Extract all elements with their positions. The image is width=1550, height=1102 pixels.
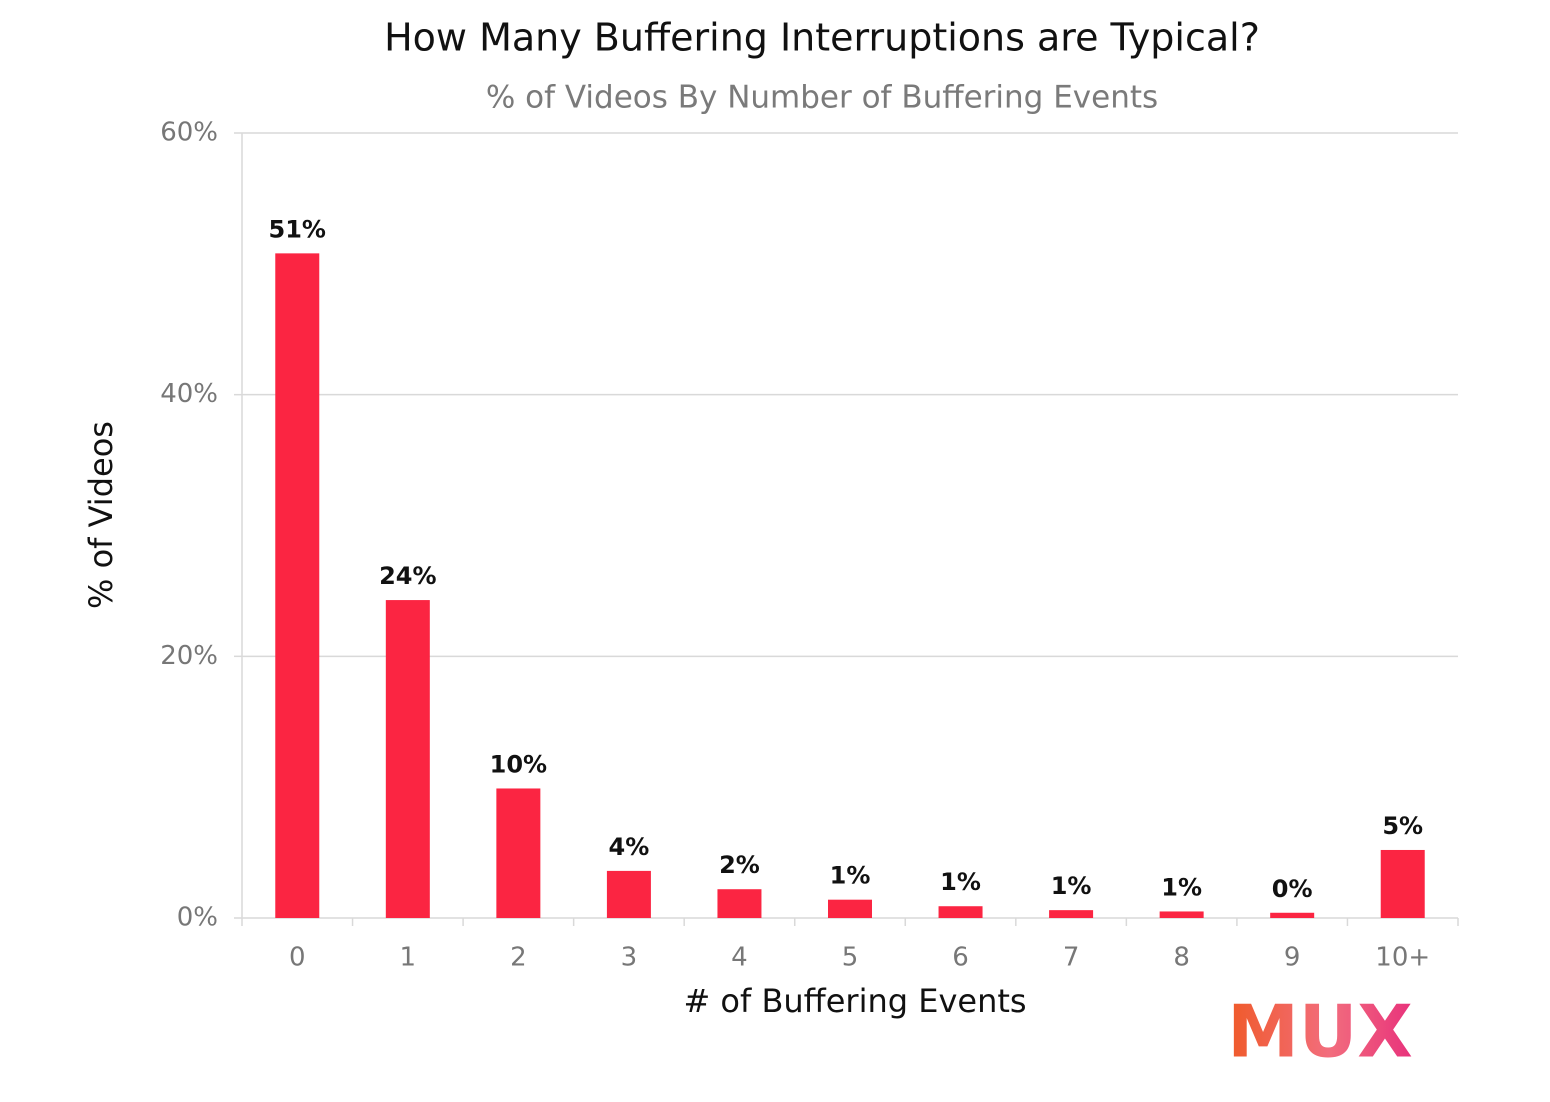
x-tick-label: 1 — [400, 943, 417, 973]
x-tick-label: 3 — [621, 943, 638, 973]
bar — [1159, 911, 1204, 918]
data-label: 2% — [719, 851, 760, 879]
x-tick-label: 5 — [842, 943, 859, 973]
bar — [938, 906, 983, 918]
x-tick-label: 4 — [731, 943, 748, 973]
x-tick-label: 0 — [289, 943, 306, 973]
data-label: 5% — [1382, 812, 1423, 840]
chart-subtitle: % of Videos By Number of Buffering Event… — [486, 80, 1158, 116]
x-tick-label: 2 — [510, 943, 527, 973]
chart-title: How Many Buffering Interruptions are Typ… — [384, 16, 1260, 60]
x-tick-label: 10+ — [1375, 943, 1430, 973]
y-tick-label: 60% — [160, 118, 218, 148]
x-tick-label: 6 — [952, 943, 969, 973]
bar — [717, 889, 762, 918]
x-axis-label: # of Buffering Events — [683, 982, 1026, 1020]
y-axis-label: % of Videos — [82, 421, 120, 609]
data-label: 51% — [269, 215, 326, 243]
bar — [828, 899, 872, 918]
data-label: 10% — [490, 750, 547, 778]
bar — [385, 600, 430, 918]
x-tick-label: 9 — [1284, 943, 1301, 973]
bar — [1380, 849, 1425, 918]
data-label: 4% — [609, 833, 650, 861]
x-tick-label: 8 — [1173, 943, 1190, 973]
data-label: 1% — [1161, 873, 1202, 901]
data-label: 1% — [1051, 872, 1092, 900]
bar — [275, 253, 320, 918]
y-tick-label: 20% — [160, 641, 218, 671]
data-label: 24% — [379, 562, 436, 590]
bar — [606, 870, 651, 918]
bar — [496, 788, 541, 918]
x-tick-label: 7 — [1063, 943, 1080, 973]
bar — [1270, 912, 1315, 918]
bar — [1049, 910, 1094, 918]
y-tick-label: 40% — [160, 379, 218, 409]
logo: MUX — [1227, 990, 1413, 1074]
data-label: 0% — [1272, 875, 1313, 903]
data-label: 1% — [940, 868, 981, 896]
data-label: 1% — [830, 862, 871, 890]
y-tick-label: 0% — [177, 903, 218, 933]
